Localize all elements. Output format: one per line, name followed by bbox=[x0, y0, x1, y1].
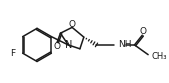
Text: CH₃: CH₃ bbox=[151, 52, 167, 61]
Text: O: O bbox=[69, 20, 76, 29]
Text: NH: NH bbox=[118, 40, 131, 49]
Text: N: N bbox=[65, 40, 72, 50]
Text: F: F bbox=[10, 49, 16, 58]
Text: O: O bbox=[54, 42, 61, 51]
Text: O: O bbox=[140, 27, 147, 36]
